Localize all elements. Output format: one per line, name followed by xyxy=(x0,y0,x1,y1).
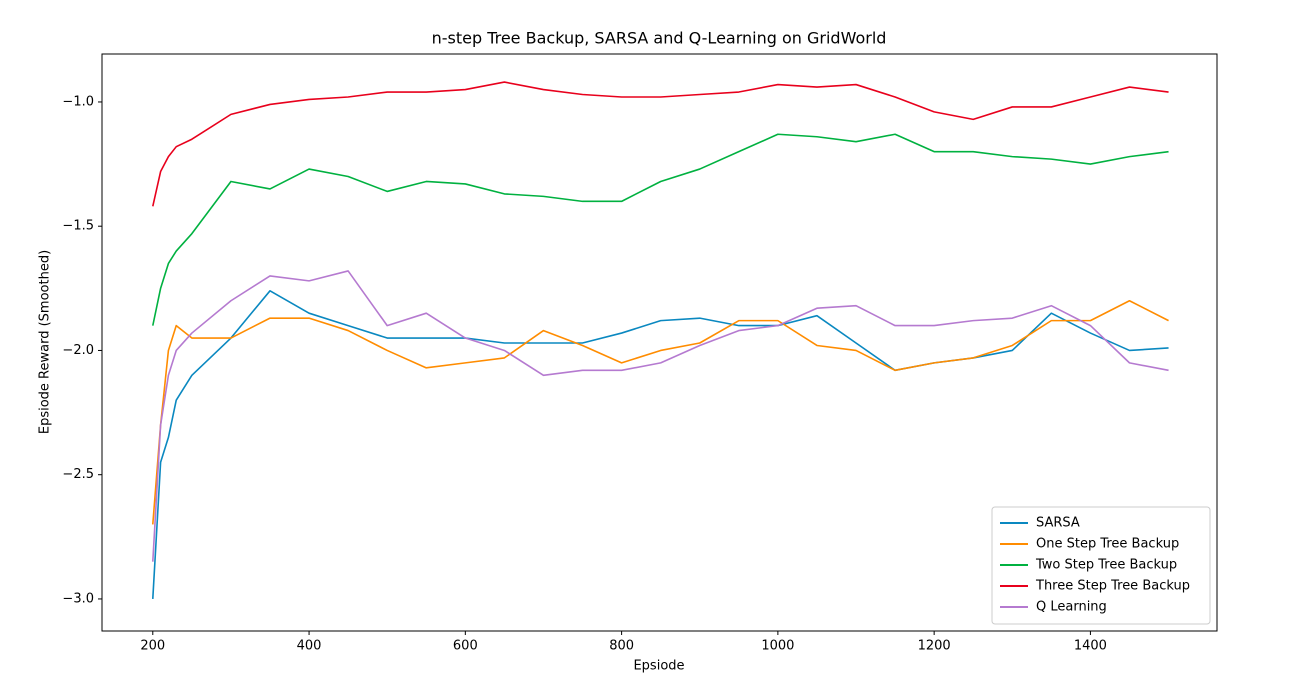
legend: SARSA One Step Tree Backup Two Step Tree B… xyxy=(991,506,1211,625)
legend-label: Q Learning xyxy=(1036,600,1107,615)
x-tick-label: 600 xyxy=(453,639,478,654)
legend-label: One Step Tree Backup xyxy=(1036,537,1179,552)
legend-label: Three Step Tree Backup xyxy=(1035,579,1190,594)
legend-label: SARSA xyxy=(1036,516,1080,531)
x-tick-label: 800 xyxy=(609,639,634,654)
x-tick-label: 1000 xyxy=(761,639,794,654)
y-tick-label: −2.0 xyxy=(62,343,94,358)
legend-label: Two Step Tree Backup xyxy=(1035,558,1177,573)
y-tick-label: −1.5 xyxy=(62,219,94,234)
line-series xyxy=(151,270,1169,562)
x-tick-label: 1200 xyxy=(918,639,951,654)
line-series xyxy=(152,81,1169,207)
chart-title: n-step Tree Backup, SARSA and Q-Learning… xyxy=(432,29,887,48)
x-tick-label: 200 xyxy=(140,639,165,654)
y-axis-label: Epsiode Reward (Smoothed) xyxy=(38,250,53,434)
y-tick-label: −1.0 xyxy=(62,94,94,109)
x-axis-label: Epsiode xyxy=(633,659,684,674)
plot-frame xyxy=(101,53,1218,632)
x-tick-label: 1400 xyxy=(1074,639,1107,654)
y-tick-label: −2.5 xyxy=(62,467,94,482)
x-tick-label: 400 xyxy=(297,639,322,654)
line-series xyxy=(152,133,1169,326)
y-tick-label: −3.0 xyxy=(62,591,94,606)
line-series xyxy=(151,299,1169,525)
legend-box xyxy=(991,506,1211,625)
